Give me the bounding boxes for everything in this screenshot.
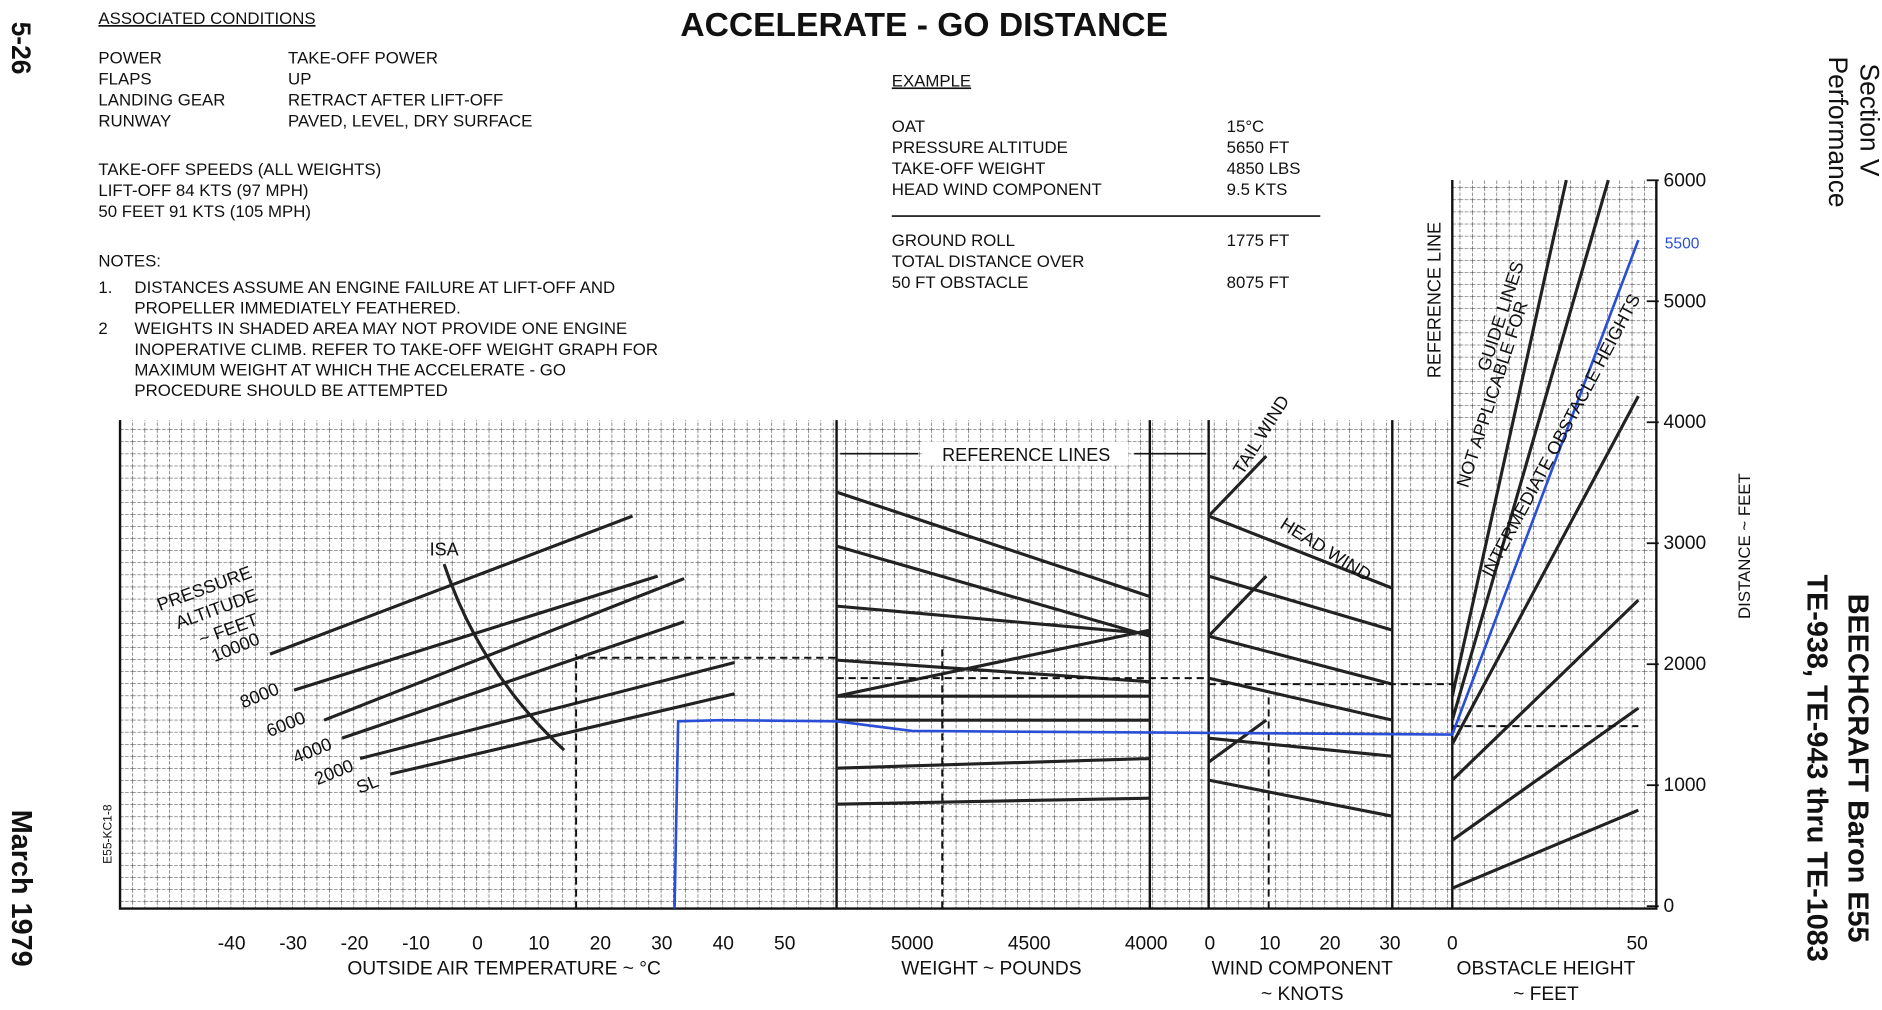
y-tick-label: 2000 [1664, 654, 1707, 675]
reference-line: REFERENCE LINE [1424, 222, 1444, 378]
x-tick-label: 20 [1319, 933, 1340, 954]
example-result-value: 8075 FT [1227, 273, 1290, 292]
takeoff-speed: 50 FEET 91 KTS (105 MPH) [98, 202, 311, 221]
highlight: 5500 [1665, 235, 1700, 252]
conditions-heading: ASSOCIATED CONDITIONS [98, 9, 315, 28]
note-line: PROCEDURE SHOULD BE ATTEMPTED [134, 381, 447, 400]
wind-label: ~ KNOTS [1261, 984, 1344, 1005]
wind-label: WIND COMPONENT [1212, 959, 1393, 980]
y-tick-label: 3000 [1664, 533, 1707, 554]
x-tick-label: 4000 [1125, 933, 1168, 954]
example-result-value: 1775 FT [1227, 231, 1290, 250]
distance-label: DISTANCE ~ FEET [1735, 473, 1754, 619]
isa: ISA [430, 540, 459, 560]
example-path [673, 239, 1640, 909]
takeoff-speed: TAKE-OFF SPEEDS (ALL WEIGHTS) [98, 160, 381, 179]
x-tick-label: 5000 [891, 933, 934, 954]
title: ACCELERATE - GO DISTANCE [680, 7, 1168, 44]
x-tick-label: 10 [1259, 933, 1280, 954]
example-input-value: 5650 FT [1227, 138, 1290, 157]
x-tick-label: -10 [402, 933, 430, 954]
example-result: GROUND ROLL [892, 231, 1015, 250]
reference-lines: REFERENCE LINES [942, 445, 1110, 465]
note-line: DISTANCES ASSUME AN ENGINE FAILURE AT LI… [134, 278, 615, 297]
condition-value: PAVED, LEVEL, DRY SURFACE [288, 112, 532, 131]
y-tick-label: 4000 [1664, 412, 1707, 433]
note-line: MAXIMUM WEIGHT AT WHICH THE ACCELERATE -… [134, 360, 565, 379]
condition-name: FLAPS [98, 70, 151, 89]
guide-lines [269, 179, 1640, 909]
condition-name: POWER [98, 49, 161, 68]
condition-name: RUNWAY [98, 112, 171, 131]
x-tick-label: 50 [774, 933, 795, 954]
example-input: TAKE-OFF WEIGHT [892, 159, 1046, 178]
obstacle-label: ~ FEET [1513, 984, 1579, 1005]
section: Section V [1854, 64, 1882, 177]
note-number: 2 [98, 319, 107, 338]
note-line: INOPERATIVE CLIMB. REFER TO TAKE-OFF WEI… [134, 340, 658, 359]
example-input-value: 15°C [1227, 117, 1265, 136]
note-line: WEIGHTS IN SHADED AREA MAY NOT PROVIDE O… [134, 319, 627, 338]
example-input-value: 9.5 KTS [1227, 180, 1288, 199]
condition-value: UP [288, 70, 311, 89]
x-tick-label: -30 [279, 933, 307, 954]
condition-name: LANDING GEAR [98, 91, 225, 110]
note-line: PROPELLER IMMEDIATELY FEATHERED. [134, 299, 460, 318]
y-tick-label: 0 [1664, 896, 1675, 917]
serials: TE-938, TE-943 thru TE-1083 [1801, 575, 1833, 962]
x-tick-label: -40 [218, 933, 246, 954]
x-tick-label: 0 [1447, 933, 1458, 954]
x-tick-label: 30 [651, 933, 672, 954]
margins: 5-26 March 1979 Section V Performance BE… [5, 22, 1882, 967]
note-number: 1. [98, 278, 112, 297]
obstacle-label: OBSTACLE HEIGHT [1457, 959, 1636, 980]
x-tick-label: 30 [1379, 933, 1400, 954]
date: March 1979 [5, 810, 37, 967]
notes-heading: NOTES: [98, 251, 161, 270]
aircraft: BEECHCRAFT Baron E55 [1841, 594, 1873, 943]
x-tick-label: 10 [528, 933, 549, 954]
example-input-value: 4850 LBS [1227, 159, 1301, 178]
y-tick-label: 1000 [1664, 775, 1707, 796]
example-result: TOTAL DISTANCE OVER [892, 252, 1085, 271]
example-result: 50 FT OBSTACLE [892, 273, 1029, 292]
example-heading: EXAMPLE [892, 71, 971, 90]
y-tick-label: 5000 [1664, 291, 1707, 312]
example-input: PRESSURE ALTITUDE [892, 138, 1068, 157]
x-tick-label: -20 [341, 933, 369, 954]
x-tick-label: 50 [1626, 933, 1647, 954]
chart-code: E55-KC1-8 [101, 804, 115, 864]
section-title: Performance [1823, 56, 1853, 207]
condition-value: TAKE-OFF POWER [288, 49, 438, 68]
x-tick-label: 0 [472, 933, 483, 954]
x-tick-label: 0 [1205, 933, 1216, 954]
page-number: 5-26 [6, 22, 36, 75]
example-input: HEAD WIND COMPONENT [892, 180, 1102, 199]
x-tick-label: 20 [590, 933, 611, 954]
oat-label: OUTSIDE AIR TEMPERATURE ~ °C [347, 959, 661, 980]
example-input: OAT [892, 117, 925, 136]
takeoff-speed: LIFT-OFF 84 KTS (97 MPH) [98, 181, 308, 200]
header: ACCELERATE - GO DISTANCE ASSOCIATED COND… [98, 7, 1321, 270]
grid [118, 180, 1658, 910]
condition-value: RETRACT AFTER LIFT-OFF [288, 91, 503, 110]
x-tick-label: 4500 [1008, 933, 1051, 954]
x-tick-label: 40 [713, 933, 734, 954]
y-tick-label: 6000 [1664, 170, 1707, 191]
weight-label: WEIGHT ~ POUNDS [901, 959, 1081, 980]
